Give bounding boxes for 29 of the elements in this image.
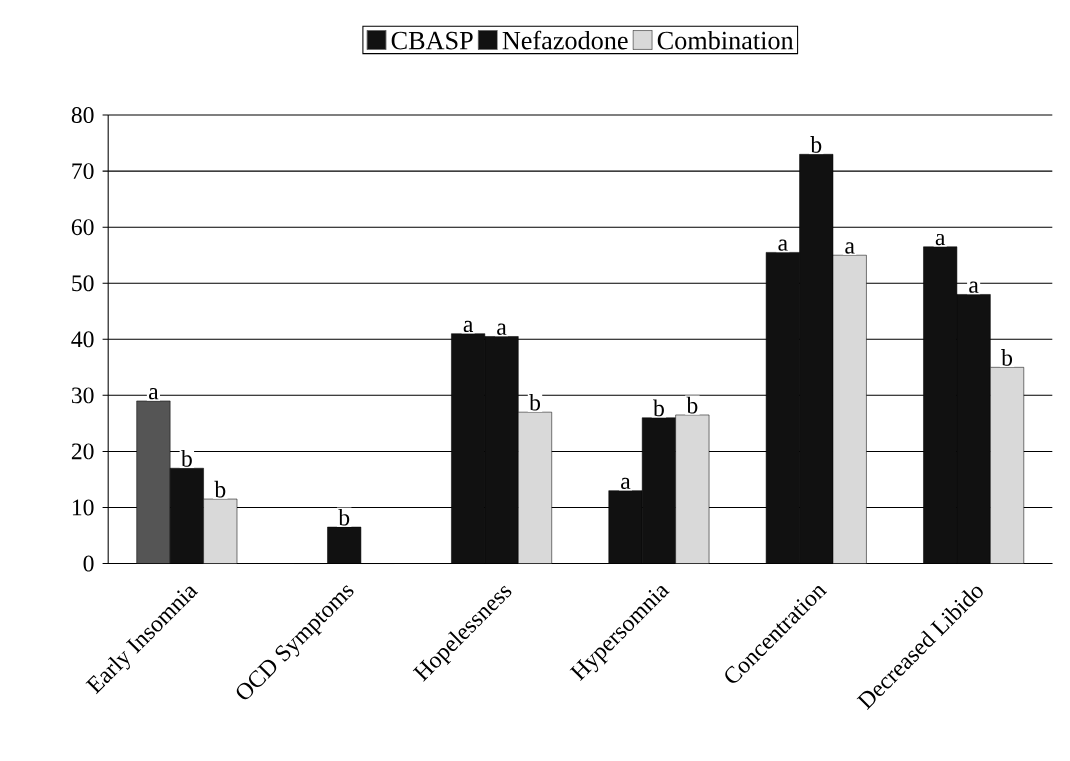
annotation: a bbox=[969, 281, 979, 293]
annotation: b bbox=[686, 396, 698, 414]
annotation: b bbox=[1001, 349, 1013, 366]
y-tick-label: 50 bbox=[72, 275, 94, 292]
annotation: b bbox=[214, 480, 226, 498]
annotation: b bbox=[338, 508, 350, 526]
annotation: a bbox=[497, 323, 507, 335]
y-tick-label: 0 bbox=[83, 555, 94, 572]
bar bbox=[327, 526, 362, 564]
annotation: b bbox=[810, 136, 822, 153]
annotation: a bbox=[463, 320, 474, 333]
annotation: b bbox=[529, 393, 540, 411]
annotation: a bbox=[845, 242, 855, 254]
y-tick-label: 70 bbox=[72, 163, 94, 179]
annotation: a bbox=[149, 387, 159, 400]
y-tick-label: 20 bbox=[71, 443, 94, 460]
annotation: a bbox=[778, 239, 788, 251]
annotation: a bbox=[935, 233, 946, 246]
y-tick-label: 60 bbox=[71, 219, 94, 236]
y-tick-label: 30 bbox=[71, 387, 94, 404]
y-tick-label: 40 bbox=[71, 331, 94, 348]
annotation: b bbox=[653, 399, 664, 417]
y-tick-label: 80 bbox=[71, 107, 94, 123]
y-tick-label: 10 bbox=[72, 499, 94, 516]
legend-label: CBASP bbox=[391, 31, 473, 50]
annotation: a bbox=[621, 477, 631, 489]
legend-label: Combination bbox=[657, 30, 794, 50]
legend-label: Nefazodone bbox=[502, 30, 628, 50]
annotation: b bbox=[180, 449, 192, 467]
